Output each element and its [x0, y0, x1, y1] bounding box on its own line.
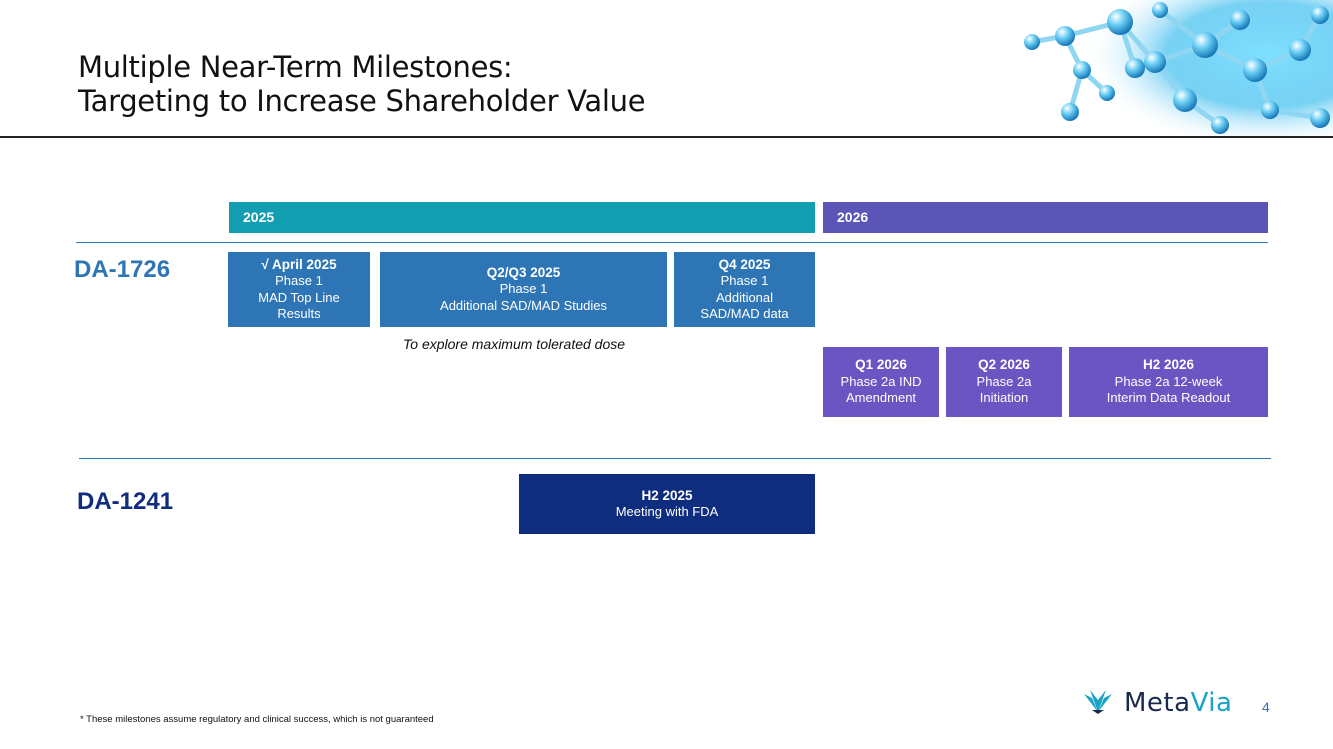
logo-part-1: Meta	[1124, 688, 1191, 718]
title-line-2: Targeting to Increase Shareholder Value	[78, 84, 646, 118]
milestone-line: Phase 2a 12-week	[1114, 373, 1223, 389]
drug-label-da-1241: DA-1241	[77, 488, 174, 515]
drug-separator-rule	[79, 458, 1271, 459]
milestone-header: Q4 2025	[718, 256, 771, 272]
molecule-illustration	[1024, 0, 1333, 137]
milestone-header: Q2 2026	[978, 357, 1030, 373]
milestone-line: SAD/MAD data	[700, 306, 789, 321]
footnote: * These milestones assume regulatory and…	[80, 714, 434, 725]
milestone-line: Additional SAD/MAD Studies	[440, 297, 607, 313]
milestone-april-2025: √ April 2025 Phase 1 MAD Top Line Result…	[228, 252, 370, 327]
milestone-q4-2025: Q4 2025 Phase 1 Additional SAD/MAD data	[674, 252, 815, 327]
header-divider	[0, 136, 1333, 138]
milestone-line: Additional	[715, 289, 774, 305]
page-number: 4	[1262, 699, 1270, 715]
milestone-line: Phase 1	[720, 273, 769, 288]
slide-title: Multiple Near-Term Milestones: Targeting…	[78, 50, 646, 118]
milestone-line: Initiation	[979, 390, 1029, 406]
milestone-line: Interim Data Readout	[1106, 390, 1231, 406]
metavia-logo: MetaVia	[1078, 686, 1232, 720]
milestone-note: To explore maximum tolerated dose	[403, 336, 626, 352]
milestone-h2-2025-fda: H2 2025 Meeting with FDA	[519, 474, 815, 534]
milestone-header: Q2/Q3 2025	[486, 264, 561, 280]
milestone-line: MAD Top Line	[258, 289, 340, 305]
milestone-line: Phase 1	[499, 281, 548, 297]
milestone-header: H2 2025	[641, 487, 693, 503]
milestone-q1-2026: Q1 2026 Phase 2a IND Amendment	[823, 347, 939, 417]
milestone-line: Results	[277, 306, 321, 321]
milestone-q2-2026: Q2 2026 Phase 2a Initiation	[946, 347, 1062, 417]
milestone-q2-q3-2025: Q2/Q3 2025 Phase 1 Additional SAD/MAD St…	[380, 252, 667, 327]
milestone-header: Q1 2026	[855, 357, 907, 373]
year-bar-2025: 2025	[229, 202, 815, 233]
logo-part-2: Via	[1190, 688, 1233, 718]
milestone-line: Amendment	[845, 390, 917, 406]
milestone-header: √ April 2025	[261, 256, 337, 272]
timeline-top-rule	[76, 242, 1268, 243]
logo-wordmark: MetaVia	[1124, 688, 1232, 718]
milestone-line: Phase 2a IND	[840, 373, 922, 389]
milestone-line: Phase 2a	[976, 373, 1032, 389]
drug-label-da-1726: DA-1726	[74, 256, 171, 283]
title-line-1: Multiple Near-Term Milestones:	[78, 50, 513, 84]
metavia-leaf-icon	[1084, 690, 1112, 714]
year-bar-2026: 2026	[823, 202, 1268, 233]
milestone-header: H2 2026	[1142, 357, 1195, 373]
milestone-line: Meeting with FDA	[615, 504, 719, 519]
milestone-h2-2026: H2 2026 Phase 2a 12-week Interim Data Re…	[1069, 347, 1268, 417]
milestone-line: Phase 1	[275, 273, 323, 288]
